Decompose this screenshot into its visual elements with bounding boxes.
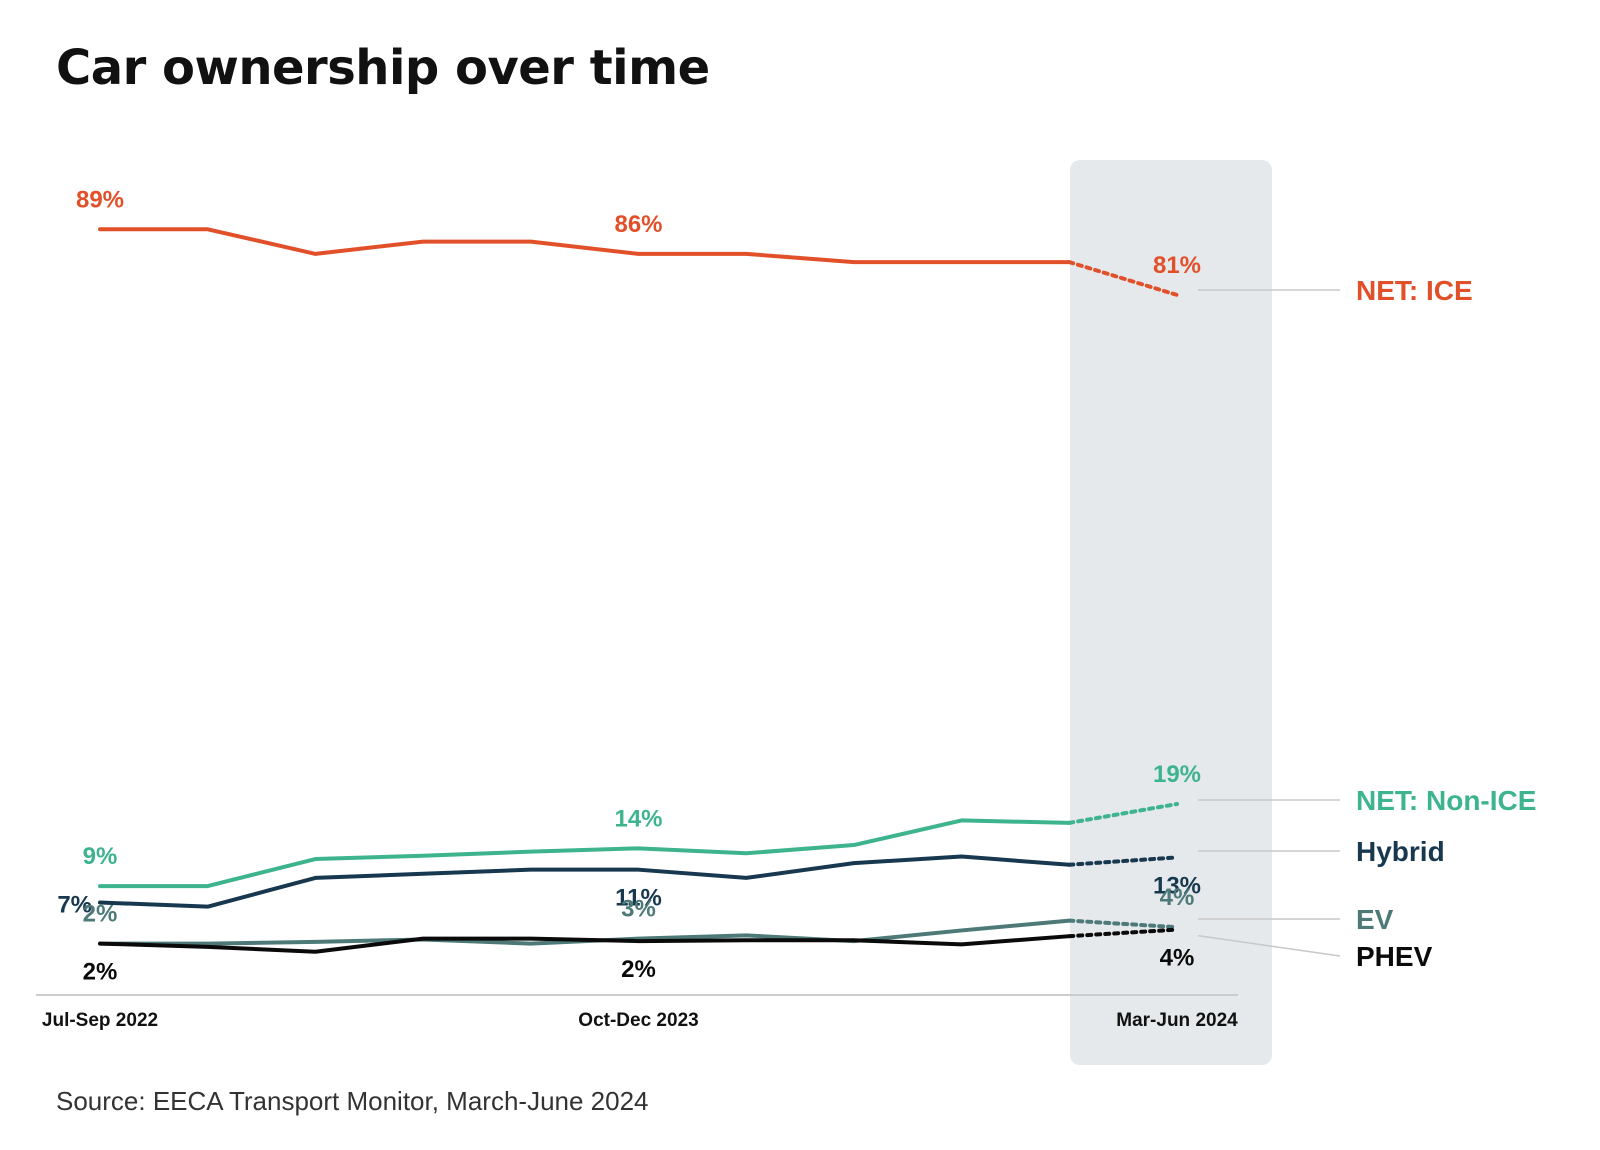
series-label-phev: PHEV	[1356, 941, 1433, 972]
data-label-hybrid-5: 11%	[615, 885, 662, 912]
series-line-net-non-ice	[98, 818, 1072, 889]
x-tick-label-mar-jun-2024: Mar-Jun 2024	[1116, 1010, 1238, 1031]
data-label-net-ice-5: 86%	[614, 211, 662, 238]
series-projection-ev	[1067, 918, 1179, 930]
data-label-phev-5: 2%	[621, 956, 656, 983]
data-label-hybrid-10: 13%	[1153, 872, 1201, 899]
leader-line-phev	[1197, 934, 1341, 957]
series-projection-net-ice	[1067, 260, 1179, 297]
data-label-ev-0: 2%	[83, 901, 118, 928]
series-label-ev: EV	[1356, 904, 1394, 935]
chart-title: Car ownership over time	[56, 40, 710, 96]
series-projection-hybrid	[1067, 855, 1179, 867]
series-phev	[98, 927, 1179, 954]
series-net-non-ice	[98, 802, 1179, 889]
series-layer	[98, 227, 1179, 954]
data-label-phev-0: 2%	[83, 959, 118, 986]
series-label-net-non-ice: NET: Non-ICE	[1356, 785, 1536, 816]
data-label-ev-10: 4%	[1160, 884, 1195, 911]
data-label-net-ice-0: 89%	[76, 186, 124, 213]
data-label-net-ice-10: 81%	[1153, 252, 1201, 279]
series-line-phev	[98, 934, 1072, 954]
x-tick-label-jul-sep-2022: Jul-Sep 2022	[42, 1010, 158, 1031]
series-label-net-ice: NET: ICE	[1356, 275, 1473, 306]
data-label-ev-5: 3%	[621, 896, 656, 923]
label-layer: 89% 86% 81% 9% 14% 19% 7% 11% 13% 2% 3% 4% 2% 2% 4% NET…	[57, 186, 1536, 985]
series-projection-net-non-ice	[1067, 802, 1179, 825]
data-label-hybrid-0: 7%	[57, 892, 92, 919]
series-line-net-ice	[98, 227, 1072, 265]
x-tick-layer: Jul-Sep 2022 Oct-Dec 2023 Mar-Jun 2024	[42, 1010, 1238, 1031]
series-line-hybrid	[98, 854, 1072, 909]
data-label-net-non-ice-10: 19%	[1153, 761, 1201, 788]
series-net-ice	[98, 227, 1179, 297]
series-projection-phev	[1067, 927, 1179, 939]
source-note: Source: EECA Transport Monitor, March-Ju…	[56, 1086, 649, 1116]
data-label-phev-10: 4%	[1160, 945, 1195, 972]
highlight-band	[1070, 160, 1272, 1065]
data-label-net-non-ice-0: 9%	[83, 843, 118, 870]
series-hybrid	[98, 854, 1179, 909]
data-label-net-non-ice-5: 14%	[614, 805, 662, 832]
series-label-hybrid: Hybrid	[1356, 836, 1445, 867]
x-tick-label-oct-dec-2023: Oct-Dec 2023	[578, 1010, 698, 1031]
